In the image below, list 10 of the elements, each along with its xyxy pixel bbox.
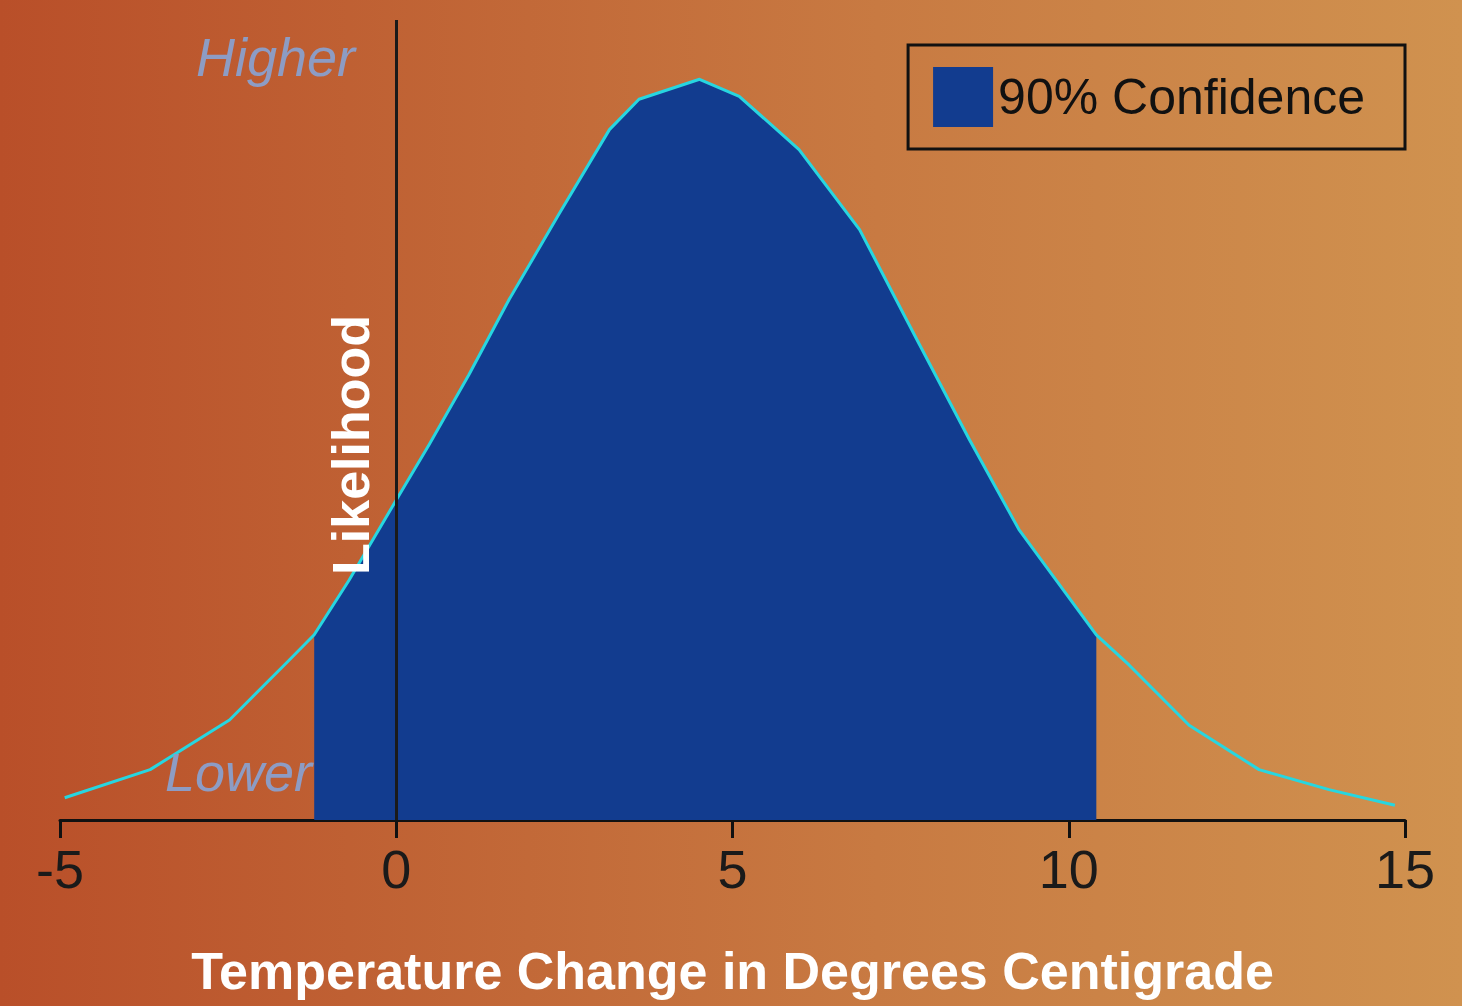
x-tick-label: 15 <box>1374 839 1436 899</box>
annotation: Lower <box>164 742 315 802</box>
y-axis-title: Likelihood <box>322 315 380 575</box>
x-tick-label: 10 <box>1038 839 1099 899</box>
x-axis-title: Temperature Change in Degrees Centigrade <box>191 942 1274 1000</box>
x-tick-label: -5 <box>35 839 85 899</box>
x-tick-label: 5 <box>717 839 748 899</box>
annotation: Higher <box>195 27 358 87</box>
x-tick-label: 0 <box>381 839 412 899</box>
legend-label: 90% Confidence <box>998 69 1365 125</box>
